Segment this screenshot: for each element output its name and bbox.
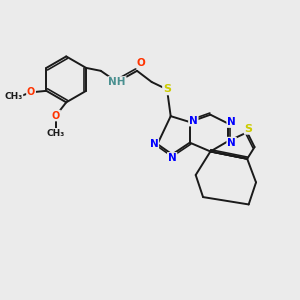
- Text: N: N: [149, 139, 158, 149]
- Text: O: O: [27, 87, 35, 97]
- Text: S: S: [245, 124, 253, 134]
- Text: N: N: [227, 138, 236, 148]
- Text: O: O: [136, 58, 145, 68]
- Text: N: N: [168, 153, 176, 163]
- Text: S: S: [163, 84, 171, 94]
- Text: CH₃: CH₃: [4, 92, 22, 101]
- Text: CH₃: CH₃: [47, 129, 65, 138]
- Text: NH: NH: [108, 77, 126, 87]
- Text: N: N: [189, 116, 198, 126]
- Text: N: N: [227, 117, 236, 127]
- Text: O: O: [52, 111, 60, 121]
